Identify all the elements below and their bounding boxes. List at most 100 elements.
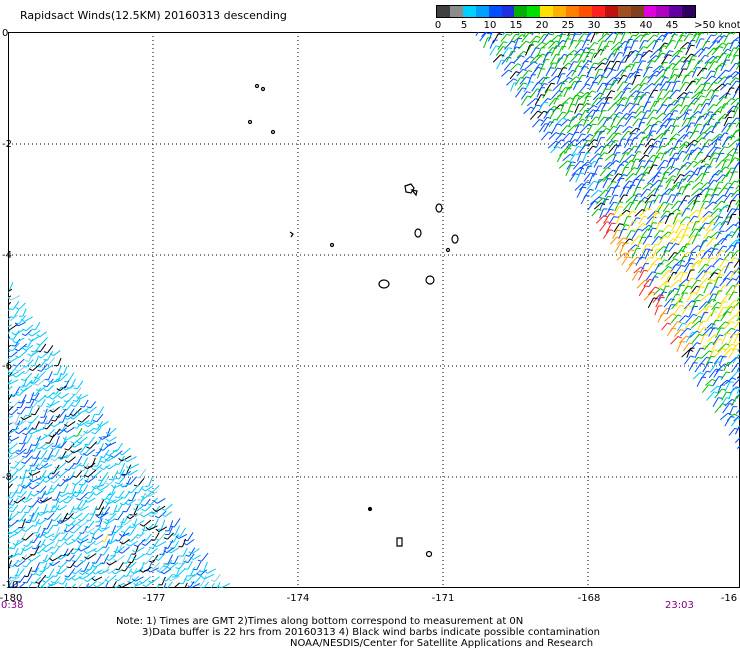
wind-barb bbox=[39, 568, 47, 576]
wind-barb bbox=[713, 216, 720, 226]
wind-barb bbox=[8, 554, 13, 562]
wind-barb-flag bbox=[645, 171, 651, 174]
wind-barb bbox=[621, 147, 630, 155]
wind-barb bbox=[87, 436, 96, 446]
wind-barb bbox=[669, 146, 675, 157]
wind-barb bbox=[23, 415, 32, 421]
wind-barb-flag bbox=[586, 83, 591, 86]
wind-barb-flag bbox=[661, 52, 666, 55]
wind-barb-flag bbox=[111, 571, 116, 575]
wind-barb bbox=[75, 477, 84, 486]
wind-barb bbox=[686, 292, 693, 303]
wind-barb bbox=[151, 576, 161, 584]
wind-barb-flag bbox=[43, 458, 49, 460]
wind-barb bbox=[18, 456, 26, 464]
wind-barb bbox=[540, 117, 548, 127]
wind-barb bbox=[129, 561, 137, 569]
wind-barb bbox=[34, 344, 41, 353]
wind-barb bbox=[577, 66, 585, 77]
wind-barb-flag bbox=[28, 368, 33, 372]
wind-barb bbox=[605, 153, 614, 161]
wind-barb bbox=[73, 525, 82, 534]
wind-barb bbox=[714, 348, 723, 358]
wind-barb-flag bbox=[610, 60, 615, 63]
wind-barb-flag bbox=[732, 122, 737, 125]
wind-barb-flag bbox=[655, 243, 660, 246]
wind-barb bbox=[659, 307, 668, 318]
wind-barb bbox=[203, 581, 209, 588]
wind-barb-flag bbox=[516, 46, 521, 49]
wind-barb bbox=[31, 335, 40, 342]
wind-barb bbox=[708, 174, 715, 184]
wind-barb-flag bbox=[141, 488, 146, 492]
wind-barb-flag bbox=[42, 559, 47, 563]
wind-barb-flag bbox=[574, 139, 579, 142]
wind-barb bbox=[145, 524, 153, 532]
wind-barb bbox=[719, 103, 725, 114]
wind-barb-flag bbox=[673, 271, 678, 274]
wind-barb bbox=[705, 221, 713, 232]
wind-barb-flag bbox=[167, 577, 171, 582]
wind-barb bbox=[706, 32, 709, 35]
wind-barb bbox=[65, 434, 76, 441]
wind-barb bbox=[733, 258, 740, 268]
wind-barb-flag bbox=[517, 63, 522, 66]
wind-barb-flag bbox=[668, 203, 673, 206]
wind-barb bbox=[16, 496, 26, 504]
wind-barb bbox=[594, 145, 602, 154]
wind-barb-flag bbox=[679, 60, 684, 63]
wind-barb-flag bbox=[724, 146, 729, 149]
wind-barb-flag bbox=[77, 507, 82, 511]
wind-barb bbox=[90, 413, 96, 424]
wind-barb bbox=[711, 221, 721, 231]
wind-barb bbox=[127, 499, 137, 506]
wind-barb-flag bbox=[686, 208, 691, 210]
wind-barb-flag bbox=[698, 320, 703, 324]
wind-barb bbox=[602, 174, 610, 182]
wind-barb bbox=[32, 506, 40, 517]
wind-barb-flag bbox=[70, 450, 74, 454]
wind-barb bbox=[31, 470, 41, 476]
wind-barb-flag bbox=[161, 513, 166, 517]
wind-barb bbox=[60, 469, 68, 477]
wind-barb-flag bbox=[540, 94, 545, 96]
wind-barb-flag bbox=[547, 89, 552, 91]
wind-barb bbox=[39, 518, 47, 525]
wind-barb bbox=[683, 342, 690, 352]
wind-barb-flag bbox=[11, 331, 16, 336]
wind-barb bbox=[27, 582, 33, 588]
wind-barb-flag bbox=[126, 543, 130, 547]
wind-barb bbox=[614, 104, 621, 113]
wind-barb bbox=[669, 280, 679, 289]
wind-barb-flag bbox=[14, 460, 19, 464]
wind-barb-flag bbox=[526, 91, 531, 94]
wind-barb-flag bbox=[630, 249, 635, 251]
wind-barb bbox=[109, 560, 117, 566]
wind-barb-flag bbox=[31, 328, 36, 331]
wind-barb bbox=[730, 97, 739, 106]
wind-barb-flag bbox=[529, 81, 534, 83]
wind-barb bbox=[87, 469, 97, 478]
wind-barb-flag bbox=[680, 305, 685, 307]
wind-barb bbox=[108, 478, 116, 485]
wind-barb bbox=[668, 89, 677, 100]
y-tick-label: 0 bbox=[2, 28, 9, 39]
wind-barb bbox=[593, 158, 600, 168]
wind-barb-flag bbox=[139, 514, 144, 518]
wind-barb bbox=[173, 533, 179, 543]
wind-barb bbox=[561, 97, 571, 106]
wind-barb-flag bbox=[648, 235, 653, 238]
wind-barb-flag bbox=[623, 97, 628, 99]
wind-barb bbox=[597, 40, 603, 52]
wind-barb-flag bbox=[676, 133, 681, 137]
wind-barb bbox=[631, 271, 639, 281]
wind-barb bbox=[203, 561, 208, 572]
wind-barb bbox=[18, 448, 27, 455]
wind-barb bbox=[62, 512, 69, 522]
wind-barb-flag bbox=[718, 397, 723, 399]
wind-barb bbox=[673, 174, 681, 184]
wind-barb-flag bbox=[511, 40, 516, 43]
wind-barb-flag bbox=[163, 537, 168, 540]
wind-barb bbox=[40, 352, 49, 359]
wind-barb bbox=[662, 165, 672, 175]
